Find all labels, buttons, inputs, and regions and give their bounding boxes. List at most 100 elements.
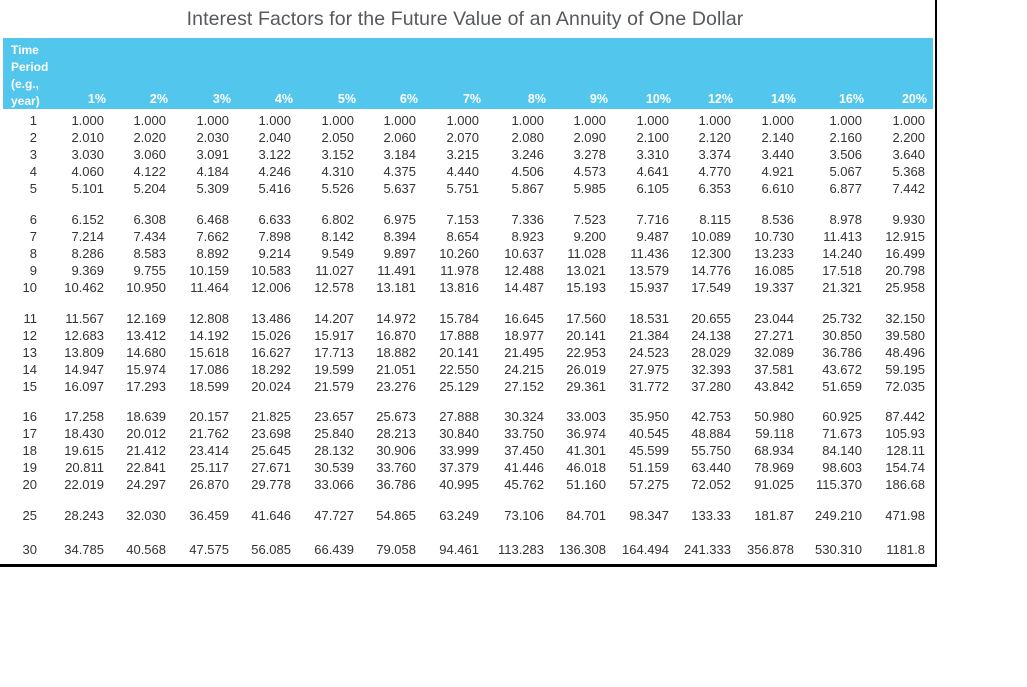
factor-cell: 1181.8 — [886, 542, 925, 557]
factor-cell: 12.488 — [504, 263, 544, 278]
factor-cell: 37.280 — [691, 379, 731, 394]
factor-cell: 13.412 — [126, 328, 166, 343]
factor-cell: 27.271 — [754, 328, 794, 343]
factor-cell: 113.283 — [497, 542, 544, 557]
factor-cell: 21.384 — [629, 328, 669, 343]
factor-cell: 7.336 — [511, 212, 544, 227]
factor-cell: 8.536 — [761, 212, 794, 227]
factor-cell: 8.923 — [511, 229, 544, 244]
factor-cell: 115.370 — [815, 477, 862, 492]
factor-cell: 79.058 — [376, 542, 416, 557]
factor-cell: 3.374 — [698, 147, 731, 162]
factor-cell: 3.506 — [829, 147, 862, 162]
factor-cell: 14.972 — [376, 311, 416, 326]
factor-cell: 14.776 — [691, 263, 731, 278]
factor-cell: 14.947 — [64, 362, 104, 377]
factor-cell: 18.882 — [376, 345, 416, 360]
factor-cell: 181.87 — [754, 508, 794, 523]
period-cell: 11 — [23, 311, 38, 326]
factor-cell: 8.394 — [383, 229, 416, 244]
factor-cell: 6.353 — [698, 181, 731, 196]
rate-header: 3% — [212, 92, 231, 106]
factor-cell: 17.713 — [314, 345, 354, 360]
factor-cell: 18.977 — [504, 328, 544, 343]
factor-cell: 11.567 — [65, 311, 104, 326]
factor-cell: 20.655 — [691, 311, 731, 326]
factor-cell: 7.442 — [892, 181, 925, 196]
factor-cell: 2.020 — [133, 130, 166, 145]
factor-cell: 41.646 — [251, 508, 291, 523]
factor-cell: 8.115 — [699, 212, 731, 227]
factor-cell: 4.122 — [133, 164, 166, 179]
factor-cell: 4.573 — [573, 164, 606, 179]
factor-cell: 7.153 — [446, 212, 479, 227]
factor-cell: 23.044 — [754, 311, 794, 326]
factor-cell: 3.440 — [761, 147, 794, 162]
factor-cell: 6.633 — [258, 212, 291, 227]
factor-cell: 36.459 — [189, 508, 229, 523]
factor-cell: 471.98 — [885, 508, 925, 523]
factor-cell: 48.496 — [885, 345, 925, 360]
factor-cell: 34.785 — [64, 542, 104, 557]
factor-cell: 136.308 — [559, 542, 606, 557]
factor-cell: 13.181 — [376, 280, 416, 295]
period-cell: 3 — [29, 147, 37, 162]
factor-cell: 12.808 — [189, 311, 229, 326]
factor-cell: 33.066 — [314, 477, 354, 492]
factor-cell: 13.809 — [64, 345, 104, 360]
time-period-line: (e.g., — [11, 77, 40, 91]
factor-cell: 4.506 — [511, 164, 544, 179]
period-cell: 12 — [22, 328, 37, 343]
factor-cell: 1.000 — [511, 113, 544, 128]
factor-cell: 78.969 — [754, 460, 794, 475]
factor-cell: 25.732 — [822, 311, 862, 326]
factor-cell: 2.040 — [258, 130, 291, 145]
factor-cell: 23.276 — [376, 379, 416, 394]
factor-cell: 56.085 — [251, 542, 291, 557]
factor-cell: 20.141 — [566, 328, 606, 343]
factor-cell: 37.581 — [754, 362, 794, 377]
factor-cell: 32.393 — [691, 362, 731, 377]
factor-cell: 6.468 — [196, 212, 229, 227]
factor-cell: 4.184 — [196, 164, 229, 179]
factor-cell: 530.310 — [815, 542, 862, 557]
factor-cell: 14.207 — [314, 311, 354, 326]
factor-cell: 33.999 — [439, 443, 479, 458]
factor-cell: 3.215 — [446, 147, 479, 162]
factor-cell: 9.930 — [892, 212, 925, 227]
factor-cell: 24.523 — [629, 345, 669, 360]
factor-cell: 20.798 — [885, 263, 925, 278]
rate-header: 16% — [838, 92, 864, 106]
rate-header: 4% — [274, 92, 293, 106]
factor-cell: 3.640 — [892, 147, 925, 162]
period-cell: 6 — [29, 212, 37, 227]
factor-cell: 241.333 — [684, 542, 731, 557]
factor-cell: 5.526 — [321, 181, 354, 196]
factor-cell: 6.975 — [383, 212, 416, 227]
factor-cell: 2.080 — [511, 130, 544, 145]
factor-cell: 10.950 — [126, 280, 166, 295]
factor-cell: 10.462 — [64, 280, 104, 295]
factor-cell: 9.487 — [636, 229, 669, 244]
factor-cell: 72.035 — [885, 379, 925, 394]
factor-cell: 11.027 — [315, 263, 354, 278]
factor-cell: 30.539 — [314, 460, 354, 475]
rate-header: 14% — [770, 92, 796, 106]
factor-cell: 21.321 — [822, 280, 862, 295]
factor-cell: 4.310 — [321, 164, 354, 179]
factor-cell: 43.842 — [754, 379, 794, 394]
factor-cell: 28.213 — [376, 426, 416, 441]
factor-cell: 19.615 — [64, 443, 104, 458]
factor-cell: 73.106 — [504, 508, 544, 523]
factor-cell: 12.006 — [251, 280, 291, 295]
factor-cell: 12.300 — [691, 246, 731, 261]
factor-cell: 6.802 — [321, 212, 354, 227]
factor-cell: 5.416 — [258, 181, 291, 196]
factor-cell: 24.138 — [691, 328, 731, 343]
factor-cell: 3.091 — [196, 147, 229, 162]
factor-cell: 1.000 — [133, 113, 166, 128]
factor-cell: 21.762 — [189, 426, 229, 441]
factor-cell: 32.030 — [126, 508, 166, 523]
factor-cell: 91.025 — [754, 477, 794, 492]
factor-cell: 154.74 — [885, 460, 925, 475]
